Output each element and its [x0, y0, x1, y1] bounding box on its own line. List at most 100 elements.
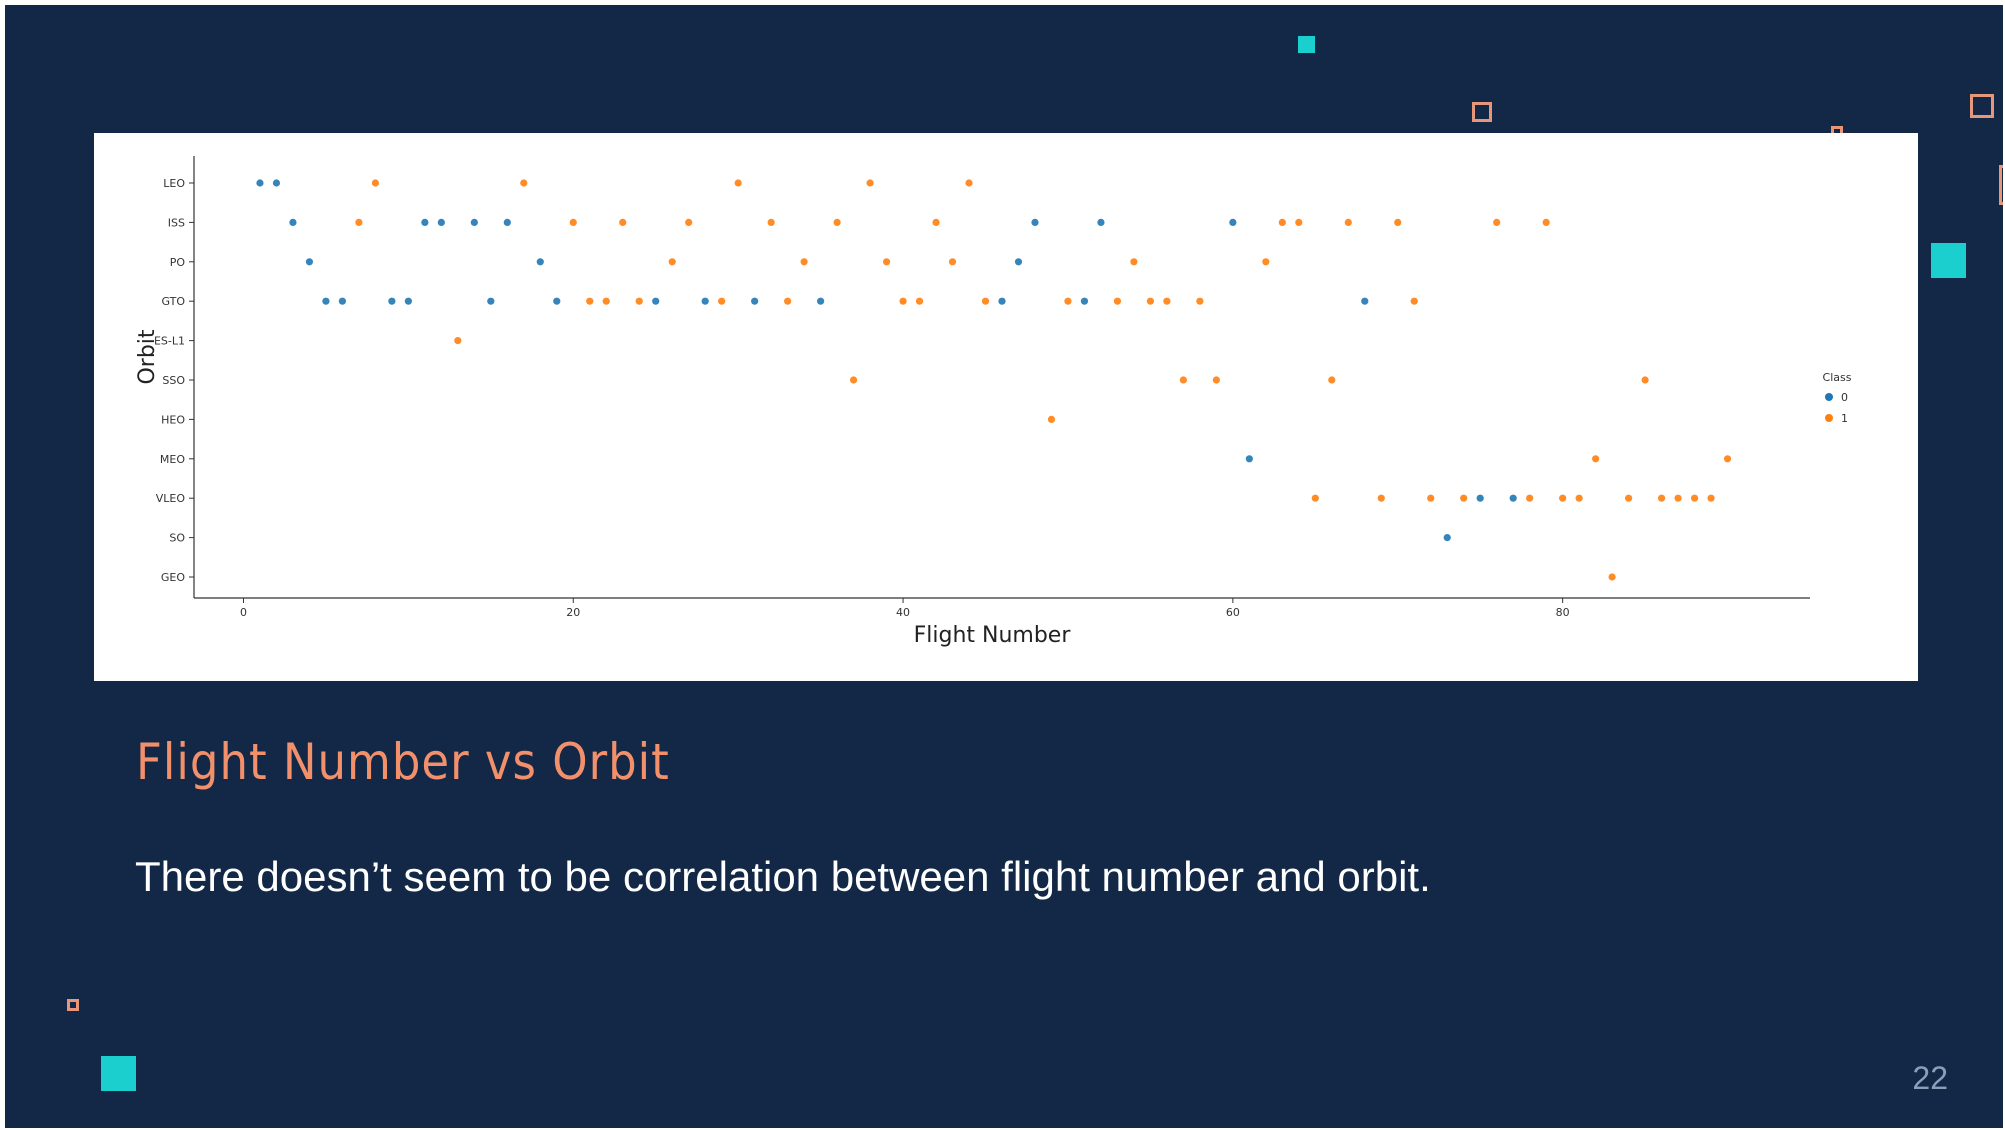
y-tick-label: GTO [161, 295, 185, 308]
data-point-class-1 [718, 297, 726, 305]
y-tick-label: SO [169, 532, 185, 545]
x-tick-label: 40 [896, 606, 910, 619]
data-point-class-1 [1592, 455, 1600, 463]
data-point-class-1 [1295, 218, 1303, 226]
scatter-chart: LEO ISS PO GTO ES-L1 SSO HEO MEO VLEO SO GEO 0 20 40 6… [135, 156, 1852, 648]
data-point-class-1 [1427, 494, 1435, 502]
data-point-class-1 [948, 258, 957, 266]
data-point-class-0 [487, 297, 495, 305]
y-tick-label: ISS [168, 216, 185, 229]
data-point-class-0 [421, 218, 429, 226]
data-point-class-0 [1229, 218, 1237, 226]
data-point-class-1 [602, 297, 610, 305]
data-point-class-0 [272, 179, 281, 187]
data-point-class-0 [1031, 218, 1039, 226]
data-point-class-1 [849, 376, 858, 384]
data-point-class-0 [817, 297, 825, 305]
data-point-class-1 [685, 218, 693, 226]
data-point-class-1 [915, 297, 924, 305]
data-point-class-1 [784, 297, 792, 305]
data-point-class-1 [355, 218, 363, 226]
data-point-class-1 [1674, 494, 1682, 502]
data-point-class-1 [1212, 376, 1220, 384]
decor-square [1472, 102, 1492, 122]
decor-square [101, 1056, 136, 1091]
data-point-class-1 [1559, 494, 1567, 502]
data-point-class-1 [882, 258, 891, 266]
data-point-class-1 [1377, 494, 1385, 502]
data-point-class-1 [1707, 494, 1715, 502]
x-tick-label: 0 [240, 606, 247, 619]
data-point-class-0 [503, 218, 511, 226]
data-point-class-0 [289, 218, 297, 226]
data-point-class-1 [1130, 258, 1138, 266]
data-point-class-0 [1080, 297, 1089, 305]
data-point-class-1 [619, 218, 627, 226]
y-tick-label: PO [170, 256, 186, 269]
data-point-class-0 [305, 258, 314, 266]
decor-square [67, 999, 79, 1011]
data-point-class-1 [767, 218, 775, 226]
data-point-class-1 [1493, 218, 1501, 226]
data-point-class-1 [1723, 455, 1732, 463]
data-point-class-1 [734, 179, 742, 187]
data-point-class-1 [1575, 494, 1583, 502]
data-point-class-0 [1014, 258, 1023, 266]
data-point-class-1 [454, 337, 462, 345]
x-axis-title: Flight Number [914, 623, 1072, 648]
data-point-class-1 [965, 179, 973, 187]
legend-marker [1825, 393, 1833, 401]
legend-label: 1 [1841, 412, 1848, 425]
data-point-class-1 [1047, 415, 1056, 423]
data-point-class-1 [520, 179, 528, 187]
y-tick-label: VLEO [156, 492, 186, 505]
data-point-class-0 [388, 297, 396, 305]
slide-title: Flight Number vs Orbit [136, 733, 670, 791]
data-point-class-1 [899, 297, 907, 305]
data-point-class-1 [1526, 494, 1534, 502]
data-point-class-0 [751, 297, 759, 305]
data-point-class-1 [833, 218, 841, 226]
data-point-class-1 [981, 297, 990, 305]
chart-panel: LEO ISS PO GTO ES-L1 SSO HEO MEO VLEO SO GEO 0 20 40 6… [94, 133, 1918, 681]
data-point-class-1 [1542, 218, 1550, 226]
data-point-class-1 [668, 258, 676, 266]
y-axis-title: Orbit [135, 329, 160, 384]
decor-square [1298, 36, 1315, 53]
data-point-class-1 [371, 179, 379, 187]
data-point-class-0 [553, 297, 561, 305]
y-tick-label: GEO [161, 571, 185, 584]
data-point-class-1 [1163, 297, 1171, 305]
data-point-class-1 [1311, 494, 1319, 502]
data-point-class-1 [1410, 297, 1418, 305]
data-point-class-0 [1509, 494, 1517, 502]
data-point-class-1 [866, 179, 874, 187]
data-point-class-0 [1476, 494, 1484, 502]
data-point-class-0 [1361, 297, 1369, 305]
data-point-class-0 [1097, 218, 1105, 226]
data-point-class-1 [1179, 376, 1187, 384]
data-point-class-1 [1196, 297, 1204, 305]
x-tick-label: 20 [566, 606, 580, 619]
data-point-class-1 [1657, 494, 1666, 502]
y-tick-label: ES-L1 [154, 335, 185, 348]
data-point-class-0 [437, 218, 445, 226]
data-point-class-0 [470, 218, 478, 226]
data-point-class-1 [1690, 494, 1699, 502]
legend-marker [1825, 414, 1833, 422]
y-tick-label: HEO [161, 413, 185, 426]
data-point-class-1 [586, 297, 594, 305]
data-point-class-0 [998, 297, 1006, 305]
data-point-class-0 [536, 258, 544, 266]
data-point-class-0 [701, 297, 709, 305]
page-number: 22 [1912, 1060, 1948, 1096]
data-point-class-1 [1113, 297, 1122, 305]
data-point-class-1 [1328, 376, 1336, 384]
y-tick-label: LEO [163, 177, 185, 190]
data-point-class-0 [652, 297, 660, 305]
legend-title: Class [1823, 371, 1852, 384]
data-point-class-1 [1344, 218, 1352, 226]
decor-square [1931, 243, 1966, 278]
y-tick-label: SSO [162, 374, 185, 387]
data-point-class-1 [932, 218, 940, 226]
